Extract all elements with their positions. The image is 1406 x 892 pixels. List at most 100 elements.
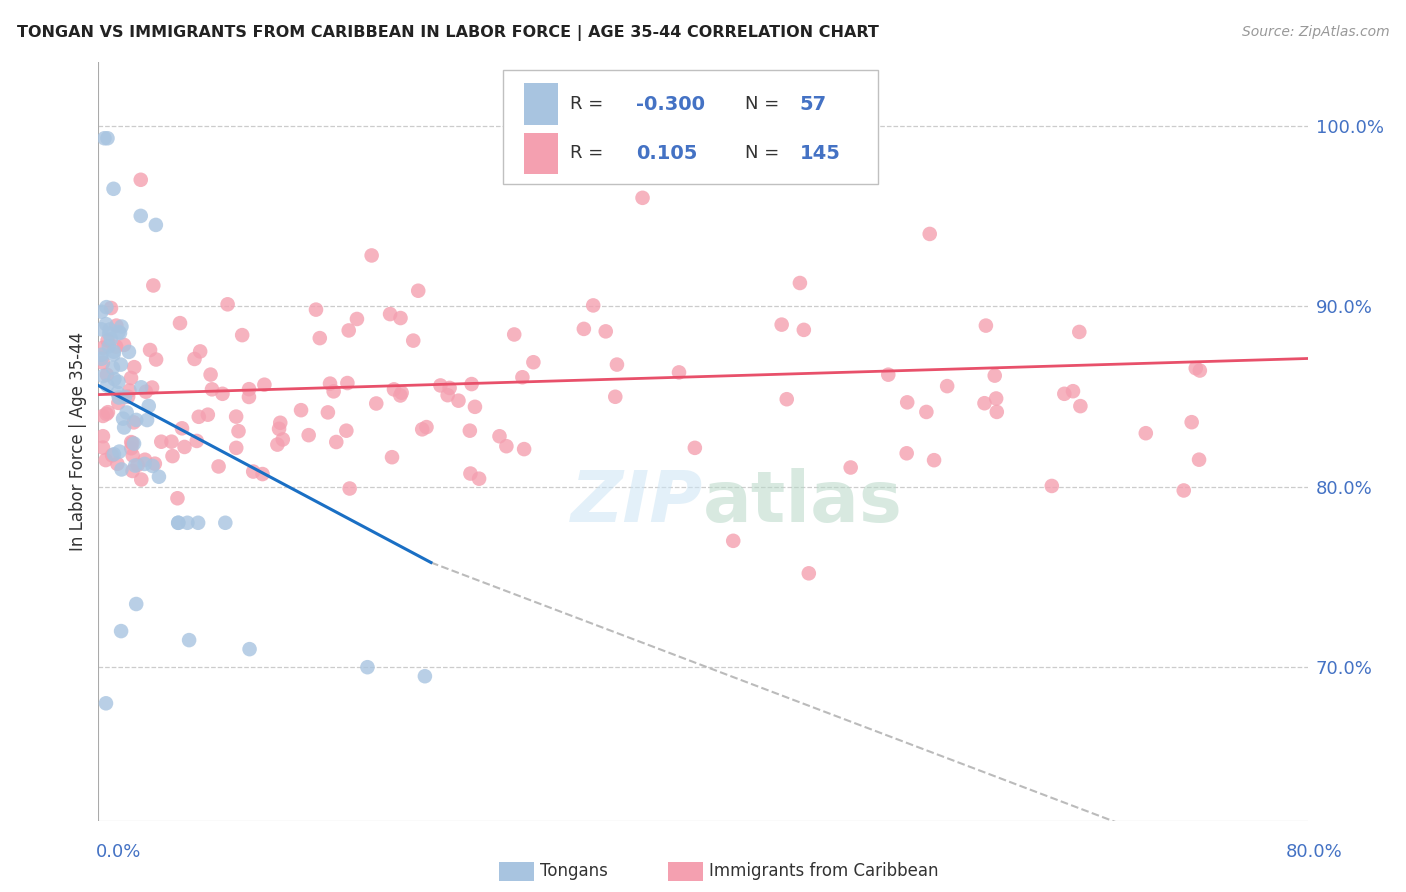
Point (129, 473, 152, 487)
Point (308, 331, 330, 345)
Point (325, 435, 347, 450)
Bar (524, 133, 558, 174)
Point (110, 319, 132, 334)
Point (122, 436, 145, 450)
Point (460, 467, 482, 481)
Point (305, 302, 328, 317)
Point (129, 380, 152, 394)
Point (389, 311, 412, 326)
Point (1173, 483, 1195, 498)
Point (238, 390, 260, 404)
Point (121, 436, 143, 450)
Point (986, 405, 1008, 419)
Point (97, 405, 120, 419)
Point (129, 173, 152, 187)
Point (110, 358, 132, 372)
Point (789, 276, 811, 290)
Point (94, 317, 117, 331)
Point (896, 446, 918, 460)
Point (984, 392, 1007, 406)
Point (1053, 386, 1076, 401)
Point (141, 380, 163, 394)
Point (335, 424, 357, 438)
Point (522, 355, 544, 369)
Point (162, 449, 184, 463)
Point (107, 325, 129, 339)
Point (298, 428, 321, 442)
Point (1040, 479, 1063, 493)
Y-axis label: In Labor Force | Age 35-44: In Labor Force | Age 35-44 (69, 332, 87, 551)
Point (107, 385, 129, 400)
Point (360, 248, 382, 262)
Point (1135, 426, 1157, 441)
Point (242, 465, 264, 479)
Point (269, 416, 291, 430)
Point (170, 421, 193, 435)
Point (127, 458, 149, 472)
Point (122, 360, 145, 375)
Point (915, 405, 938, 419)
Point (179, 633, 201, 648)
Point (93, 131, 115, 145)
Point (169, 316, 191, 330)
Point (290, 403, 312, 417)
Point (1069, 325, 1091, 339)
Point (267, 422, 290, 436)
Point (201, 382, 224, 396)
Point (356, 660, 378, 674)
Point (225, 441, 247, 455)
Point (91, 369, 114, 384)
Point (936, 379, 959, 393)
Point (918, 227, 941, 241)
Point (114, 390, 136, 404)
Point (187, 409, 209, 424)
Point (183, 351, 205, 366)
Point (143, 457, 166, 471)
Point (770, 318, 793, 332)
Point (188, 344, 211, 359)
Point (103, 447, 125, 461)
Point (96, 334, 118, 348)
Point (105, 340, 128, 354)
Point (606, 358, 628, 372)
Point (187, 516, 209, 530)
Point (103, 182, 125, 196)
Point (122, 416, 145, 430)
Text: Immigrants from Caribbean: Immigrants from Caribbean (709, 863, 938, 880)
Point (103, 372, 125, 386)
Point (429, 378, 451, 392)
Point (793, 323, 815, 337)
Point (316, 405, 339, 419)
Text: TONGAN VS IMMIGRANTS FROM CARIBBEAN IN LABOR FORCE | AGE 35-44 CORRELATION CHART: TONGAN VS IMMIGRANTS FROM CARIBBEAN IN L… (17, 25, 879, 41)
Point (96, 300, 118, 314)
Point (1181, 415, 1204, 429)
Point (173, 440, 195, 454)
Point (150, 434, 173, 449)
Point (135, 384, 157, 399)
Point (439, 381, 461, 395)
Point (436, 388, 458, 402)
Point (402, 334, 425, 348)
Point (98, 322, 121, 336)
Point (406, 284, 429, 298)
Point (110, 462, 132, 476)
Point (112, 420, 135, 434)
Point (415, 420, 437, 434)
Point (488, 429, 510, 443)
Point (91, 409, 114, 423)
Point (134, 457, 156, 471)
Point (121, 464, 143, 478)
Point (468, 472, 491, 486)
Point (776, 392, 799, 407)
Text: 0.105: 0.105 (637, 144, 697, 163)
Text: Source: ZipAtlas.com: Source: ZipAtlas.com (1241, 25, 1389, 39)
Point (378, 307, 401, 321)
Point (922, 453, 945, 467)
Point (252, 467, 274, 481)
Point (983, 368, 1005, 383)
FancyBboxPatch shape (503, 70, 879, 184)
Point (90, 322, 112, 336)
Point (266, 437, 288, 451)
Point (96, 407, 118, 421)
Point (134, 452, 156, 467)
